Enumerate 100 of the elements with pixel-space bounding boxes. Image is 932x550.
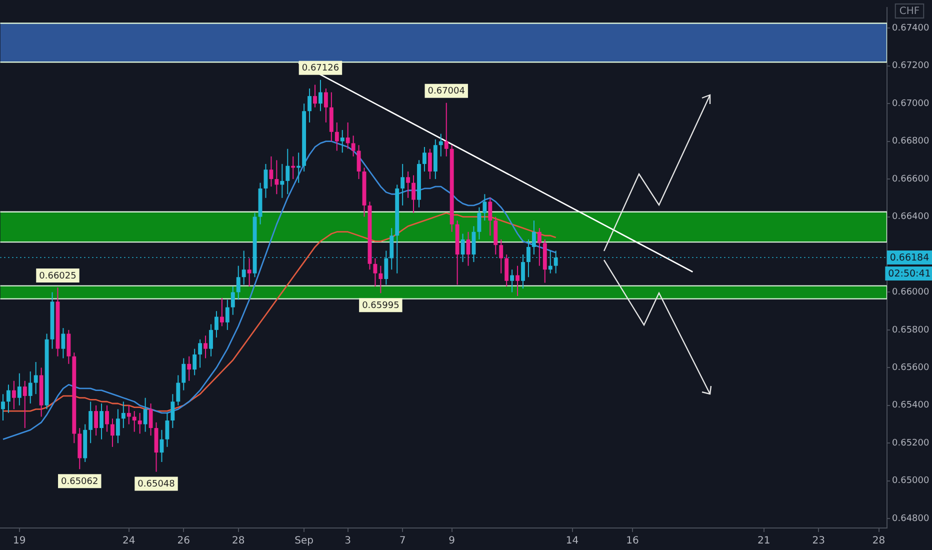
candlestick (105, 404, 109, 432)
candlestick (100, 403, 104, 440)
candlestick (324, 88, 328, 123)
candlestick (428, 148, 432, 180)
x-tick-label: 16 (626, 536, 639, 547)
candlestick (308, 88, 312, 123)
candlestick (412, 174, 416, 214)
candlestick (438, 133, 443, 157)
candlestick (176, 374, 180, 406)
candlestick (182, 358, 186, 391)
x-tick-label: 28 (232, 536, 245, 547)
candlestick (198, 338, 202, 368)
candlestick (34, 362, 38, 395)
candlestick (537, 228, 542, 266)
candlestick (209, 324, 213, 357)
y-tick-label: 0.65200 (892, 438, 930, 448)
candlestick (236, 265, 240, 300)
y-tick-label: 0.66000 (892, 288, 930, 298)
candlestick (66, 329, 71, 364)
candlestick (488, 197, 492, 236)
x-tick-label: 26 (177, 536, 190, 547)
candlestick (220, 297, 224, 327)
annotation: 0.65995 (362, 301, 400, 312)
candlestick (138, 412, 142, 434)
candlestick (351, 135, 356, 157)
candlestick (121, 401, 126, 429)
y-tick-label: 0.66400 (892, 212, 930, 222)
candlestick (264, 163, 268, 198)
candlestick (286, 148, 290, 195)
candlestick (318, 79, 322, 112)
y-tick-label: 0.65400 (892, 400, 930, 411)
candlestick (378, 265, 383, 294)
x-tick-label: 23 (812, 536, 825, 547)
candlestick (504, 254, 509, 288)
candlestick (230, 286, 235, 316)
candlestick (170, 394, 175, 429)
x-tick-label: 3 (344, 536, 352, 547)
candlestick (400, 163, 405, 206)
annotation: 0.67126 (302, 64, 340, 74)
candlestick (61, 328, 66, 359)
annotation: 0.65048 (138, 480, 176, 490)
candlestick (477, 206, 482, 240)
candlestick (126, 404, 131, 425)
annotation: 0.65062 (61, 476, 98, 487)
x-tick-label: Sep (294, 536, 314, 547)
candlestick (28, 370, 32, 404)
x-tick-label: 28 (872, 536, 886, 547)
candlestick (516, 265, 520, 296)
candlestick (274, 160, 279, 195)
y-tick-label: 0.66600 (892, 174, 930, 184)
candlestick (532, 220, 536, 255)
candlestick (356, 144, 361, 180)
x-tick-label: 24 (122, 536, 136, 547)
candlestick (280, 163, 284, 198)
candlestick (225, 299, 230, 330)
candlestick (444, 102, 448, 157)
candlestick (192, 348, 197, 376)
candlestick (204, 335, 208, 359)
candlestick (165, 412, 170, 448)
candlestick (499, 238, 504, 274)
candlestick (406, 171, 410, 198)
candlestick (12, 380, 16, 410)
candlestick (346, 122, 350, 150)
candlestick (422, 146, 426, 172)
candlestick (22, 380, 27, 429)
candlestick (1, 394, 5, 421)
text: 02:50:41 (888, 268, 931, 280)
candlestick (143, 397, 148, 432)
ref-line-label: 0.66184 (890, 252, 930, 264)
annotation: 0.67004 (428, 86, 466, 97)
x-tick-label: 7 (399, 536, 406, 547)
candlestick (94, 404, 98, 436)
candlestick (132, 410, 136, 432)
candlestick (313, 84, 317, 108)
candlestick (110, 418, 114, 448)
candlestick (340, 130, 344, 154)
x-tick-label: 21 (757, 536, 770, 547)
candlestick (269, 156, 274, 188)
candlestick (482, 194, 487, 222)
x-tick-label: 19 (13, 536, 26, 547)
y-tick-label: 0.65800 (892, 325, 930, 336)
candlestick (334, 122, 339, 152)
candlestick (116, 408, 120, 444)
y-tick-label: 0.66800 (892, 136, 930, 147)
candlestick (6, 384, 10, 414)
y-tick-label: 0.67200 (892, 61, 930, 72)
x-tick-label: 14 (566, 536, 579, 547)
y-tick-label: 0.67400 (892, 23, 930, 34)
annotation: 0.66025 (39, 271, 76, 282)
y-tick-label: 0.65600 (892, 363, 930, 374)
candlestick (373, 258, 378, 288)
y-tick-label: 0.65000 (892, 476, 930, 486)
y-tick-label: 0.67000 (892, 98, 930, 109)
candlestick (88, 401, 93, 444)
x-tick-label: 9 (448, 536, 456, 547)
candlestick (187, 356, 192, 382)
candlestick (510, 269, 514, 293)
candlestick (214, 310, 218, 338)
y-tick-label: 0.64800 (892, 514, 930, 524)
y-axis-title: CHF (899, 6, 920, 18)
